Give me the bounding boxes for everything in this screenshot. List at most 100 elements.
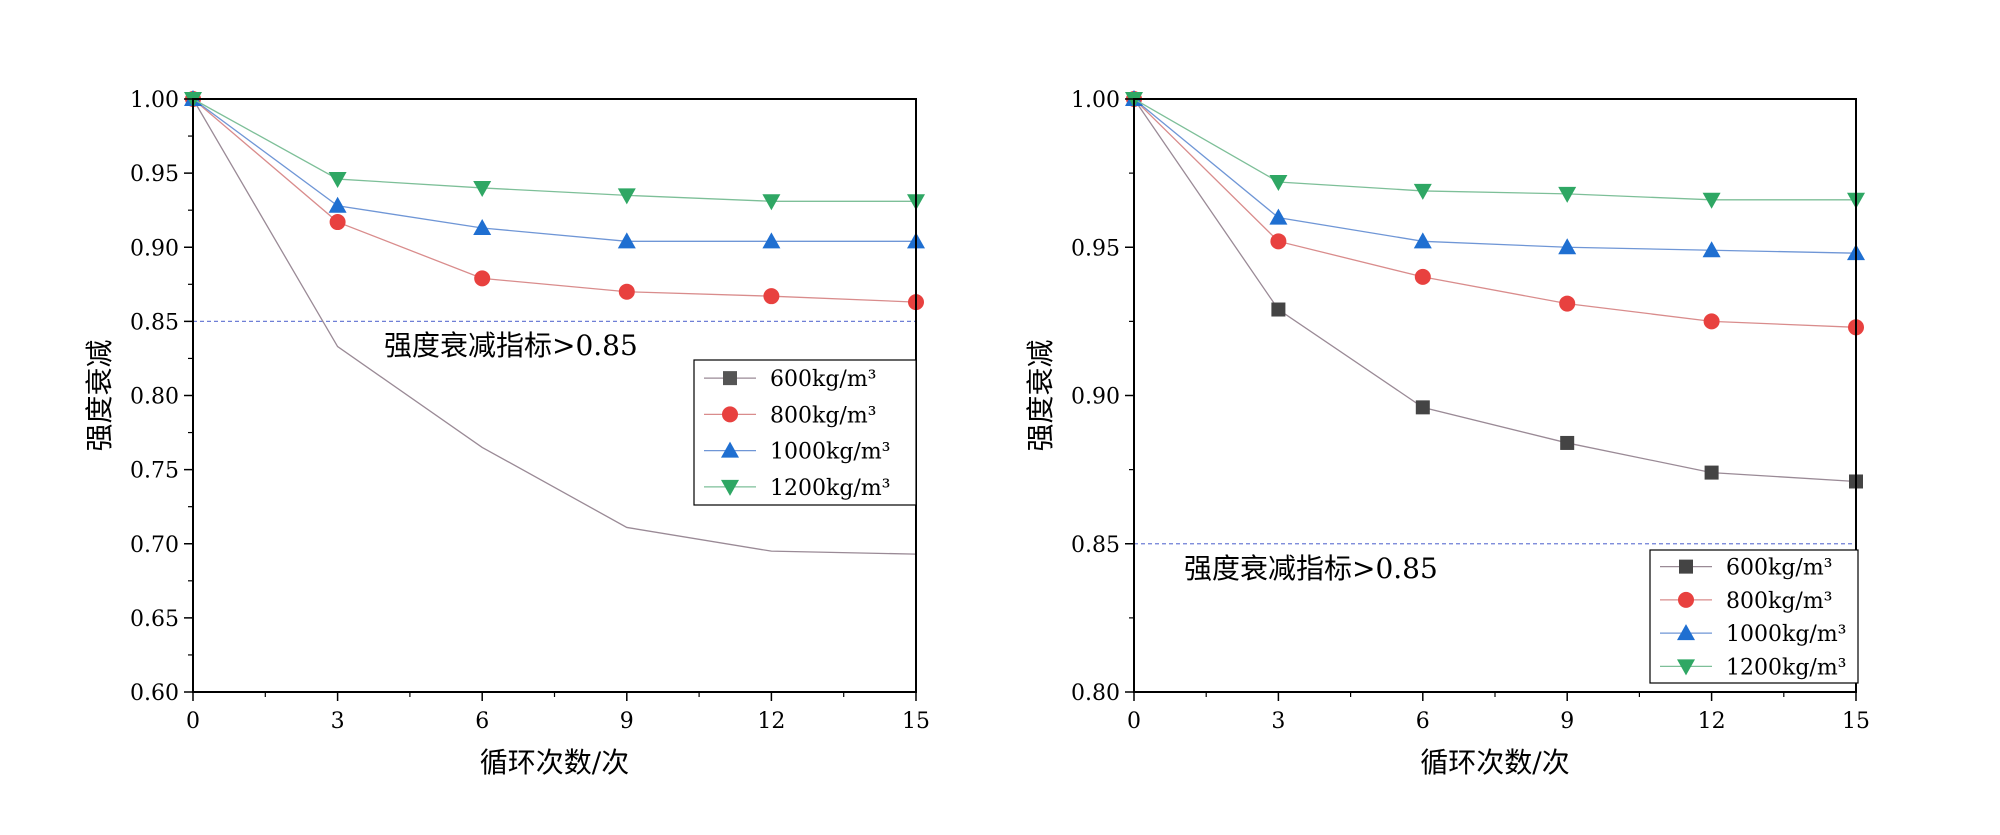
- legend-marker: [1678, 591, 1694, 608]
- y-axis-title: 强度衰减: [83, 339, 116, 451]
- data-point: [1413, 232, 1432, 249]
- y-tick-label: 1.00: [1071, 88, 1120, 113]
- series-3: [184, 90, 925, 249]
- series-line: [1133, 98, 1857, 254]
- chart-panel-2: 0 3 6 9 12 15 0.80 0.85 0.90 0.95 1.00 循环次数/次 强度衰减强度…: [1024, 88, 1870, 779]
- y-tick-label: 0.95: [1071, 236, 1120, 261]
- legend-item-2: 800kg/m³: [1660, 589, 1833, 614]
- x-tick-label: 3: [1271, 709, 1285, 734]
- y-tick-label: 0.65: [130, 607, 179, 632]
- legend-label: 600kg/m³: [770, 367, 877, 392]
- threshold-annotation: 强度衰减指标>0.85: [384, 329, 638, 362]
- x-tick-label: 0: [186, 709, 200, 734]
- x-tick-label: 6: [475, 709, 489, 734]
- y-tick-label: 0.85: [1071, 533, 1120, 558]
- series-4: [184, 92, 925, 211]
- x-tick-label: 12: [1698, 709, 1726, 734]
- data-point: [617, 232, 636, 249]
- series-line: [192, 98, 917, 555]
- data-point: [1703, 313, 1720, 330]
- data-point: [1413, 183, 1432, 200]
- data-point: [1704, 465, 1719, 480]
- y-tick-label: 0.80: [1071, 681, 1120, 706]
- x-tick-label: 15: [902, 709, 930, 734]
- series-line: [1133, 98, 1857, 483]
- y-tick-label: 0.85: [130, 310, 179, 335]
- legend-item-4: 1200kg/m³: [704, 476, 891, 501]
- data-point: [1702, 241, 1721, 258]
- y-tick-label: 0.60: [130, 681, 179, 706]
- legend-marker: [1677, 624, 1695, 641]
- data-point: [618, 283, 635, 300]
- data-point: [1269, 175, 1288, 192]
- legend-marker: [723, 371, 737, 386]
- legend-item-4: 1200kg/m³: [1660, 655, 1847, 680]
- legend: 600kg/m³ 800kg/m³ 1000kg/m³ 1200kg/m³: [1649, 549, 1859, 684]
- data-point: [1560, 435, 1575, 450]
- y-tick-label: 0.80: [130, 385, 179, 410]
- legend-marker: [1677, 659, 1695, 676]
- x-tick-label: 9: [1560, 709, 1574, 734]
- data-point: [1270, 233, 1287, 250]
- data-point: [1559, 295, 1576, 312]
- series-line: [192, 98, 916, 202]
- series-4: [1125, 92, 1865, 209]
- x-tick-label: 6: [1416, 709, 1430, 734]
- legend-label: 1000kg/m³: [1726, 622, 1847, 647]
- data-point: [762, 194, 781, 211]
- data-point: [1558, 238, 1577, 255]
- y-axis-title: 强度衰减: [1024, 339, 1057, 451]
- chart-panel-1: 0 3 6 9 12 15 0.60 0.65 0.70 0.75 0.80 0.85 0.90 0.95…: [83, 88, 930, 779]
- x-tick-label: 12: [757, 709, 785, 734]
- y-tick-label: 0.90: [1071, 385, 1120, 410]
- legend-item-1: 600kg/m³: [1660, 556, 1833, 581]
- series-line: [192, 98, 916, 242]
- series-1: [192, 98, 917, 555]
- x-tick-label: 15: [1842, 709, 1870, 734]
- legend-label: 800kg/m³: [770, 403, 877, 428]
- x-tick-label: 9: [620, 709, 634, 734]
- data-point: [1414, 268, 1431, 285]
- legend-marker: [721, 441, 739, 458]
- series-line: [1133, 98, 1857, 328]
- data-point: [1558, 186, 1577, 203]
- x-axis-title: 循环次数/次: [480, 746, 629, 779]
- data-point: [473, 218, 492, 235]
- data-point: [1269, 208, 1288, 225]
- legend-label: 1200kg/m³: [1726, 655, 1847, 680]
- legend-item-3: 1000kg/m³: [1660, 622, 1847, 647]
- legend-label: 1200kg/m³: [770, 476, 891, 501]
- y-tick-label: 0.75: [130, 459, 179, 484]
- series-2: [1126, 91, 1864, 336]
- data-point: [328, 196, 347, 213]
- threshold-annotation: 强度衰减指标>0.85: [1184, 552, 1438, 585]
- legend-label: 600kg/m³: [1726, 556, 1833, 581]
- series-line: [192, 98, 917, 303]
- data-point: [617, 188, 636, 205]
- data-point: [1702, 192, 1721, 209]
- x-tick-label: 0: [1127, 709, 1141, 734]
- legend-marker: [722, 406, 738, 423]
- series-line: [1133, 98, 1856, 201]
- legend: 600kg/m³ 800kg/m³ 1000kg/m³ 1200kg/m³: [693, 359, 917, 506]
- legend-item-2: 800kg/m³: [704, 403, 877, 428]
- y-tick-label: 1.00: [130, 88, 179, 113]
- data-point: [328, 172, 347, 189]
- legend-item-1: 600kg/m³: [704, 367, 877, 392]
- series-2: [185, 91, 924, 311]
- data-point: [473, 180, 492, 197]
- data-point: [1271, 302, 1286, 317]
- series-3: [1125, 90, 1865, 261]
- legend-label: 800kg/m³: [1726, 589, 1833, 614]
- x-tick-label: 3: [331, 709, 345, 734]
- y-tick-label: 0.95: [130, 162, 179, 187]
- x-axis-title: 循环次数/次: [1420, 746, 1569, 779]
- data-point: [763, 288, 780, 305]
- data-point: [1415, 400, 1430, 415]
- legend-marker: [1679, 559, 1693, 574]
- legend-item-3: 1000kg/m³: [704, 440, 891, 465]
- y-tick-label: 0.90: [130, 236, 179, 261]
- legend-label: 1000kg/m³: [770, 440, 891, 465]
